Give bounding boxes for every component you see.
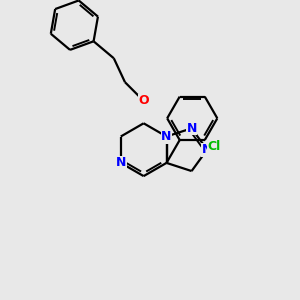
Text: N: N — [116, 156, 126, 170]
Text: Cl: Cl — [207, 140, 220, 153]
Text: N: N — [161, 130, 172, 143]
Text: O: O — [138, 94, 149, 107]
Text: N: N — [202, 143, 212, 156]
Text: N: N — [186, 122, 197, 135]
